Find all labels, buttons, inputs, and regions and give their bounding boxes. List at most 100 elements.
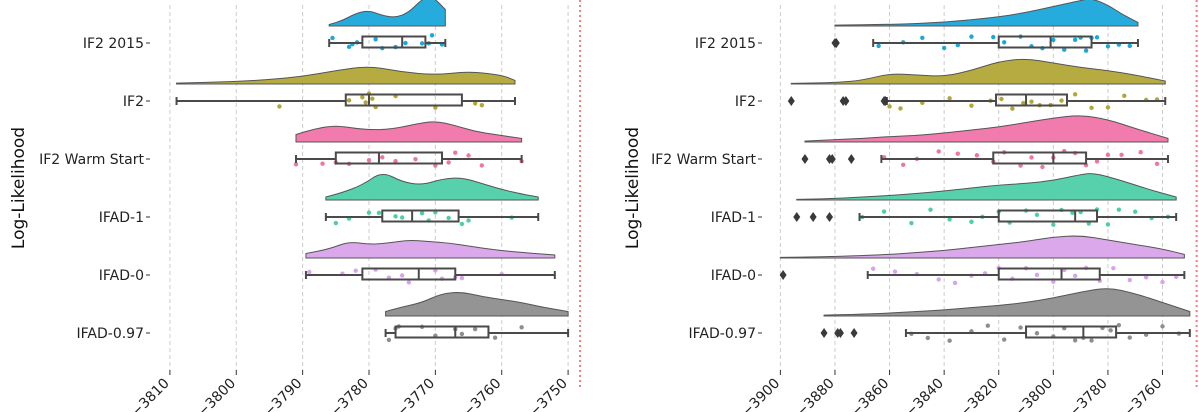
data-point <box>446 160 451 165</box>
outlier-marker <box>847 154 855 164</box>
data-point <box>1111 265 1116 271</box>
category-label: IF2 2015 <box>695 36 756 52</box>
data-point <box>1089 338 1094 343</box>
box-iqr <box>394 325 490 339</box>
data-point <box>1105 152 1111 158</box>
data-point <box>346 44 352 50</box>
box-iqr <box>997 267 1101 281</box>
data-point <box>1072 37 1078 43</box>
data-point <box>472 326 478 332</box>
data-point <box>947 96 952 101</box>
data-point <box>1160 279 1165 285</box>
data-point <box>1083 48 1089 53</box>
outlier-marker <box>836 328 844 338</box>
box-iqr <box>361 267 457 281</box>
data-point <box>479 102 485 108</box>
data-point <box>1127 277 1132 283</box>
data-point <box>353 268 358 273</box>
data-point <box>406 280 412 285</box>
box-iqr <box>992 151 1088 165</box>
data-point <box>399 273 405 278</box>
right-panel: −3900 −3880 −3860 −3840 −3820 −3800 −3780 −3760… <box>623 0 1198 412</box>
series-ifad-1: IFAD-1 <box>711 173 1178 227</box>
data-point <box>1094 35 1100 40</box>
box-iqr <box>381 209 460 223</box>
data-point <box>1094 159 1100 164</box>
data-point <box>901 162 906 168</box>
data-point <box>330 35 335 41</box>
data-point <box>1154 161 1160 167</box>
density-cloud <box>328 0 446 27</box>
data-point <box>1138 149 1143 155</box>
category-label: IFAD-1 <box>711 210 756 226</box>
outlier-marker <box>881 96 889 106</box>
x-tick-label: −3900 <box>738 376 783 412</box>
outlier-marker <box>850 328 858 338</box>
density-cloud <box>779 235 1185 259</box>
outlier-marker <box>828 154 836 164</box>
density-cloud <box>823 288 1191 317</box>
data-point <box>466 153 471 158</box>
data-point <box>393 214 398 219</box>
outlier-marker <box>793 212 801 222</box>
category-label: IF2 <box>123 94 144 110</box>
data-point <box>363 100 368 105</box>
data-point <box>1040 164 1045 170</box>
data-point <box>1018 325 1023 330</box>
density-cloud <box>385 292 569 317</box>
data-point <box>969 34 974 39</box>
box-iqr <box>995 93 1068 107</box>
data-point <box>1105 44 1111 49</box>
data-point <box>1051 222 1056 227</box>
x-tick-label: −3800 <box>194 376 239 412</box>
data-point <box>1002 40 1007 45</box>
x-tick-label: −3780 <box>1066 376 1111 412</box>
series-if2-warm-start: IF2 Warm Start <box>651 115 1169 170</box>
box-iqr <box>997 35 1093 49</box>
data-point <box>1108 328 1113 333</box>
data-point <box>492 335 498 340</box>
data-point <box>1072 92 1078 97</box>
data-point <box>1122 93 1127 99</box>
series-ifad-0-97: IFAD-0.97 <box>689 288 1191 343</box>
series-ifad-1: IFAD-1 <box>99 174 540 227</box>
data-point <box>1010 106 1015 111</box>
data-point <box>1116 323 1122 328</box>
data-point <box>459 275 465 281</box>
x-tick-label: −3860 <box>848 376 893 412</box>
x-tick-label: −3760 <box>460 376 505 412</box>
category-label: IFAD-0.97 <box>77 326 144 342</box>
x-tick-label: −3780 <box>327 376 372 412</box>
series-if2: IF2 <box>123 66 516 110</box>
data-point <box>413 156 418 162</box>
data-point <box>446 215 451 221</box>
data-point <box>1143 275 1149 280</box>
data-point <box>936 277 941 282</box>
data-point <box>519 325 524 330</box>
density-cloud <box>790 58 1166 85</box>
data-point <box>373 37 378 42</box>
data-point <box>887 104 892 109</box>
left-panel: −3810 −3800 −3790 −3780 −3770 −3760 −3750 Log-L… <box>9 0 582 412</box>
data-point <box>1051 37 1056 43</box>
box-iqr <box>334 151 443 165</box>
data-point <box>293 162 299 167</box>
outlier-marker <box>842 96 850 106</box>
data-point <box>985 323 991 328</box>
data-point <box>1021 100 1026 106</box>
data-point <box>399 215 405 220</box>
data-point <box>955 151 960 156</box>
data-point <box>1059 98 1064 103</box>
y-axis-label: Log-Likelihood <box>9 127 29 249</box>
data-point <box>1051 279 1056 284</box>
data-point <box>466 218 471 223</box>
data-point <box>941 45 947 51</box>
data-point <box>459 331 465 337</box>
box-iqr <box>344 93 463 107</box>
data-point <box>925 335 930 341</box>
data-point <box>277 104 282 109</box>
category-label: IFAD-0.97 <box>689 326 756 342</box>
x-tick-label: −3760 <box>1121 376 1166 412</box>
x-tick-label: −3770 <box>393 376 438 412</box>
